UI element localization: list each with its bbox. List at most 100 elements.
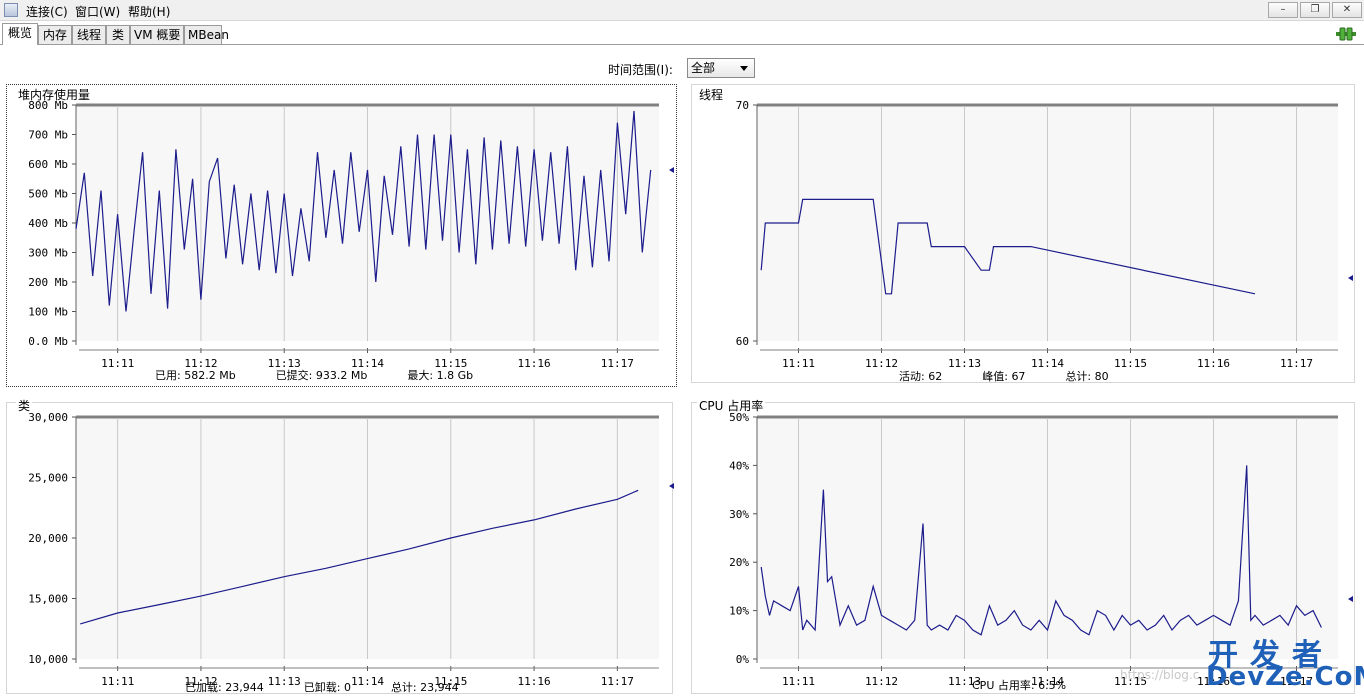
y-tick-label: 0%: [736, 653, 750, 666]
cpu-stats: CPU 占用率: 6.5%: [972, 677, 1066, 693]
threads-live-label: 活动:: [899, 370, 925, 383]
y-tick-label: 40%: [729, 459, 749, 472]
y-tick-label: 30,000: [28, 411, 68, 424]
time-range-value: 全部: [691, 61, 716, 75]
menu-bar: 连接(C) 窗口(W) 帮助(H) – ❐ ✕: [0, 0, 1364, 21]
threads-chart: 11:1111:1211:1311:1411:1511:1611:176070活…: [736, 99, 1353, 370]
heap-chart: 11:11 11:12 11:13 11:14 11:15 11:16 11:17 0.0 M…: [28, 99, 674, 370]
watermark-url: https://blog.c: [1120, 668, 1200, 682]
tab-bar: 概览 内存 线程 类 VM 概要 MBean: [0, 23, 1364, 45]
legend-marker: [669, 167, 674, 173]
x-tick-label: 11:14: [351, 675, 384, 688]
brand-logo-bottom: DevZe.CoM: [1206, 662, 1364, 692]
x-tick-label: 11:15: [1114, 675, 1147, 688]
threads-live-value: 62: [928, 370, 943, 383]
threads-peak-value: 67: [1011, 370, 1026, 383]
menu-window[interactable]: 窗口(W): [75, 5, 121, 19]
x-tick-label: 11:15: [1114, 357, 1147, 370]
cpu-panel[interactable]: CPU 占用率 11:11 11:12 11:13 11:14 11:15 11:16 11…: [691, 397, 1355, 694]
heap-max-value: 1.8 Gb: [436, 369, 474, 382]
classes-unloaded-value: 0: [343, 681, 351, 694]
x-tick-label: 11:13: [948, 357, 981, 370]
x-tick-label: 11:17: [601, 357, 634, 370]
x-tick-label: 11:12: [865, 675, 898, 688]
y-tick-label: 500 Mb: [28, 188, 68, 201]
heap-max-label: 最大:: [407, 369, 434, 382]
x-tick-label: 11:13: [268, 675, 301, 688]
x-tick-label: 11:11: [782, 357, 815, 370]
y-tick-label: 200 Mb: [28, 276, 68, 289]
classes-total-label: 总计:: [390, 681, 417, 694]
brand-logo-top: 开发者: [1208, 638, 1334, 673]
heap-used-label: 已用:: [155, 369, 181, 382]
classes-panel[interactable]: 类 11:11 11:12 11:13 11:14 11:15 11:16 11:17 10,…: [6, 397, 674, 695]
heap-panel-title: 堆内存使用量: [16, 86, 93, 103]
tab-classes[interactable]: 类: [106, 25, 130, 44]
minimize-button[interactable]: –: [1268, 2, 1298, 18]
tab-mbean[interactable]: MBean: [184, 25, 229, 44]
threads-panel[interactable]: 线程 11:11 11:12 11:13 11:14 11:15 11:16 11:17 60…: [691, 84, 1355, 383]
close-button[interactable]: ✕: [1332, 2, 1362, 18]
series-line: [760, 198, 1256, 295]
x-tick-label: 11:13: [948, 675, 981, 688]
legend-marker: [1348, 275, 1353, 281]
y-tick-label: 15,000: [28, 593, 68, 606]
y-tick-label: 20%: [729, 556, 749, 569]
series-line: [80, 489, 639, 625]
x-tick-label: 11:12: [865, 357, 898, 370]
y-tick-label: 400 Mb: [28, 217, 68, 230]
classes-chart: 11:11 11:12 11:13 11:14 11:15 11:16 11:17 10,00…: [28, 411, 674, 688]
x-tick-label: 11:17: [1280, 675, 1313, 688]
classes-loaded-label: 已加载:: [185, 681, 222, 694]
brand-logo: 开发者 DevZe.CoM: [1206, 630, 1364, 692]
x-tick-label: 11:11: [101, 675, 134, 688]
legend-marker: [669, 483, 674, 489]
java-app-icon: [4, 3, 18, 17]
heap-used-value: 582.2 Mb: [184, 369, 236, 382]
x-tick-label: 11:15: [434, 675, 467, 688]
x-tick-label: 11:14: [1031, 357, 1064, 370]
threads-panel-title: 线程: [697, 86, 726, 103]
connection-status-icon[interactable]: [1336, 27, 1356, 41]
x-tick-label: 11:15: [434, 357, 467, 370]
tab-overview[interactable]: 概览: [2, 23, 38, 45]
tab-memory[interactable]: 内存: [38, 25, 72, 44]
x-tick-label: 11:11: [101, 357, 134, 370]
cpu-panel-title: CPU 占用率: [697, 397, 766, 414]
classes-unloaded-label: 已卸载:: [303, 681, 341, 694]
y-tick-label: 10%: [729, 605, 749, 618]
menu-help[interactable]: 帮助(H): [128, 5, 171, 19]
tab-vm-summary[interactable]: VM 概要: [130, 25, 184, 44]
classes-total-value: 23,944: [420, 681, 459, 694]
y-tick-label: 0.0 Mb: [28, 335, 68, 348]
x-tick-label: 11:14: [351, 357, 384, 370]
heap-memory-panel[interactable]: 堆内存使用量 11:11 11:12 11:13 11:14 11:15 11:16 11:…: [6, 84, 677, 387]
cpu-chart: 11:11 11:12 11:13 11:14 11:15 11:16 11:17 0% 10%…: [729, 411, 1353, 688]
y-tick-label: 300 Mb: [28, 247, 68, 260]
heap-committed-label: 已提交:: [275, 369, 313, 382]
x-tick-label: 11:12: [184, 357, 217, 370]
classes-loaded-value: 23,944: [225, 681, 264, 694]
y-tick-label: 100 Mb: [28, 306, 68, 319]
heap-committed-value: 933.2 Mb: [315, 369, 368, 382]
threads-total-label: 总计:: [1065, 370, 1092, 383]
series-line: [760, 465, 1322, 636]
restore-button[interactable]: ❐: [1300, 2, 1330, 18]
time-range-label: 时间范围(I):: [608, 63, 673, 77]
y-tick-label: 60: [736, 335, 749, 348]
y-tick-label: 10,000: [28, 653, 68, 666]
y-tick-label: 700 Mb: [28, 129, 68, 142]
y-tick-label: 30%: [729, 508, 749, 521]
x-tick-label: 11:17: [601, 675, 634, 688]
y-tick-label: 25,000: [28, 472, 68, 485]
y-tick-label: 70: [736, 99, 749, 112]
menu-connection[interactable]: 连接(C): [26, 5, 68, 19]
threads-total-value: 80: [1094, 370, 1109, 383]
classes-stats: 已加载: 23,944 已卸载: 0 总计: 23,944: [185, 679, 459, 695]
x-tick-label: 11:13: [268, 357, 301, 370]
threads-peak-label: 峰值:: [982, 370, 1008, 383]
y-tick-label: 50%: [729, 411, 749, 424]
x-tick-label: 11:11: [782, 675, 815, 688]
tab-threads[interactable]: 线程: [72, 25, 106, 44]
time-range-select[interactable]: 全部: [687, 58, 755, 78]
